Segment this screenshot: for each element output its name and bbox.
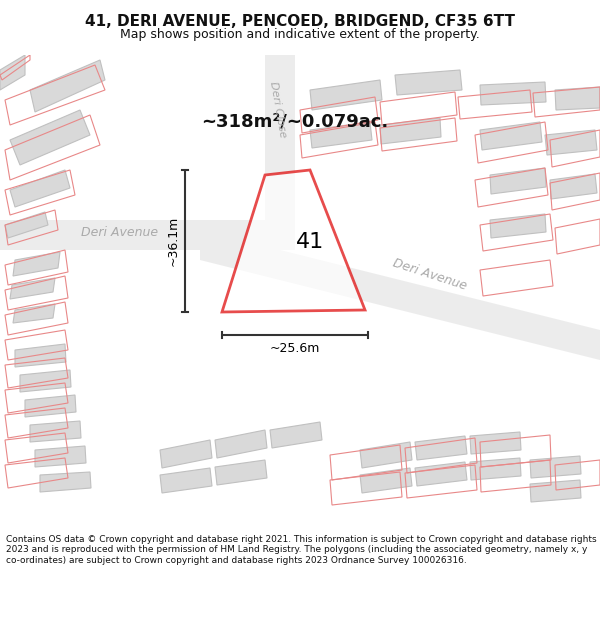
Polygon shape	[360, 468, 412, 493]
Text: Deri Avenue: Deri Avenue	[82, 226, 158, 239]
Polygon shape	[10, 110, 90, 165]
Polygon shape	[10, 278, 55, 299]
Polygon shape	[30, 421, 81, 442]
Polygon shape	[550, 174, 597, 199]
Polygon shape	[13, 252, 60, 276]
Polygon shape	[0, 220, 270, 250]
Text: ~318m²/~0.079ac.: ~318m²/~0.079ac.	[202, 113, 389, 131]
Text: Contains OS data © Crown copyright and database right 2021. This information is : Contains OS data © Crown copyright and d…	[6, 535, 596, 564]
Polygon shape	[415, 436, 467, 460]
Polygon shape	[480, 82, 546, 105]
Polygon shape	[310, 122, 372, 148]
Polygon shape	[530, 480, 581, 502]
Polygon shape	[160, 440, 212, 468]
Polygon shape	[200, 230, 600, 360]
Polygon shape	[215, 430, 267, 458]
Polygon shape	[470, 458, 521, 480]
Text: 41: 41	[296, 232, 325, 252]
Text: ~36.1m: ~36.1m	[167, 216, 179, 266]
Polygon shape	[360, 442, 412, 468]
Polygon shape	[160, 468, 212, 493]
Polygon shape	[35, 446, 86, 467]
Polygon shape	[215, 460, 267, 485]
Polygon shape	[40, 472, 91, 492]
Polygon shape	[25, 395, 76, 417]
Polygon shape	[5, 212, 48, 238]
Polygon shape	[270, 422, 322, 448]
Polygon shape	[395, 70, 462, 95]
Polygon shape	[545, 130, 597, 155]
Polygon shape	[265, 55, 295, 250]
Polygon shape	[10, 170, 70, 207]
Polygon shape	[15, 344, 66, 367]
Polygon shape	[490, 214, 546, 238]
Polygon shape	[222, 170, 365, 312]
Polygon shape	[13, 304, 55, 323]
Polygon shape	[30, 60, 105, 112]
Polygon shape	[415, 462, 467, 486]
Polygon shape	[555, 87, 600, 110]
Polygon shape	[380, 118, 441, 144]
Polygon shape	[470, 432, 521, 454]
Text: Deri Avenue: Deri Avenue	[391, 257, 469, 293]
Polygon shape	[310, 80, 382, 110]
Polygon shape	[490, 168, 546, 194]
Text: Map shows position and indicative extent of the property.: Map shows position and indicative extent…	[120, 28, 480, 41]
Text: Deri Close: Deri Close	[268, 81, 288, 139]
Polygon shape	[0, 55, 25, 90]
Polygon shape	[20, 370, 71, 392]
Text: ~25.6m: ~25.6m	[270, 342, 320, 356]
Polygon shape	[530, 456, 581, 478]
Polygon shape	[480, 122, 542, 150]
Text: 41, DERI AVENUE, PENCOED, BRIDGEND, CF35 6TT: 41, DERI AVENUE, PENCOED, BRIDGEND, CF35…	[85, 14, 515, 29]
